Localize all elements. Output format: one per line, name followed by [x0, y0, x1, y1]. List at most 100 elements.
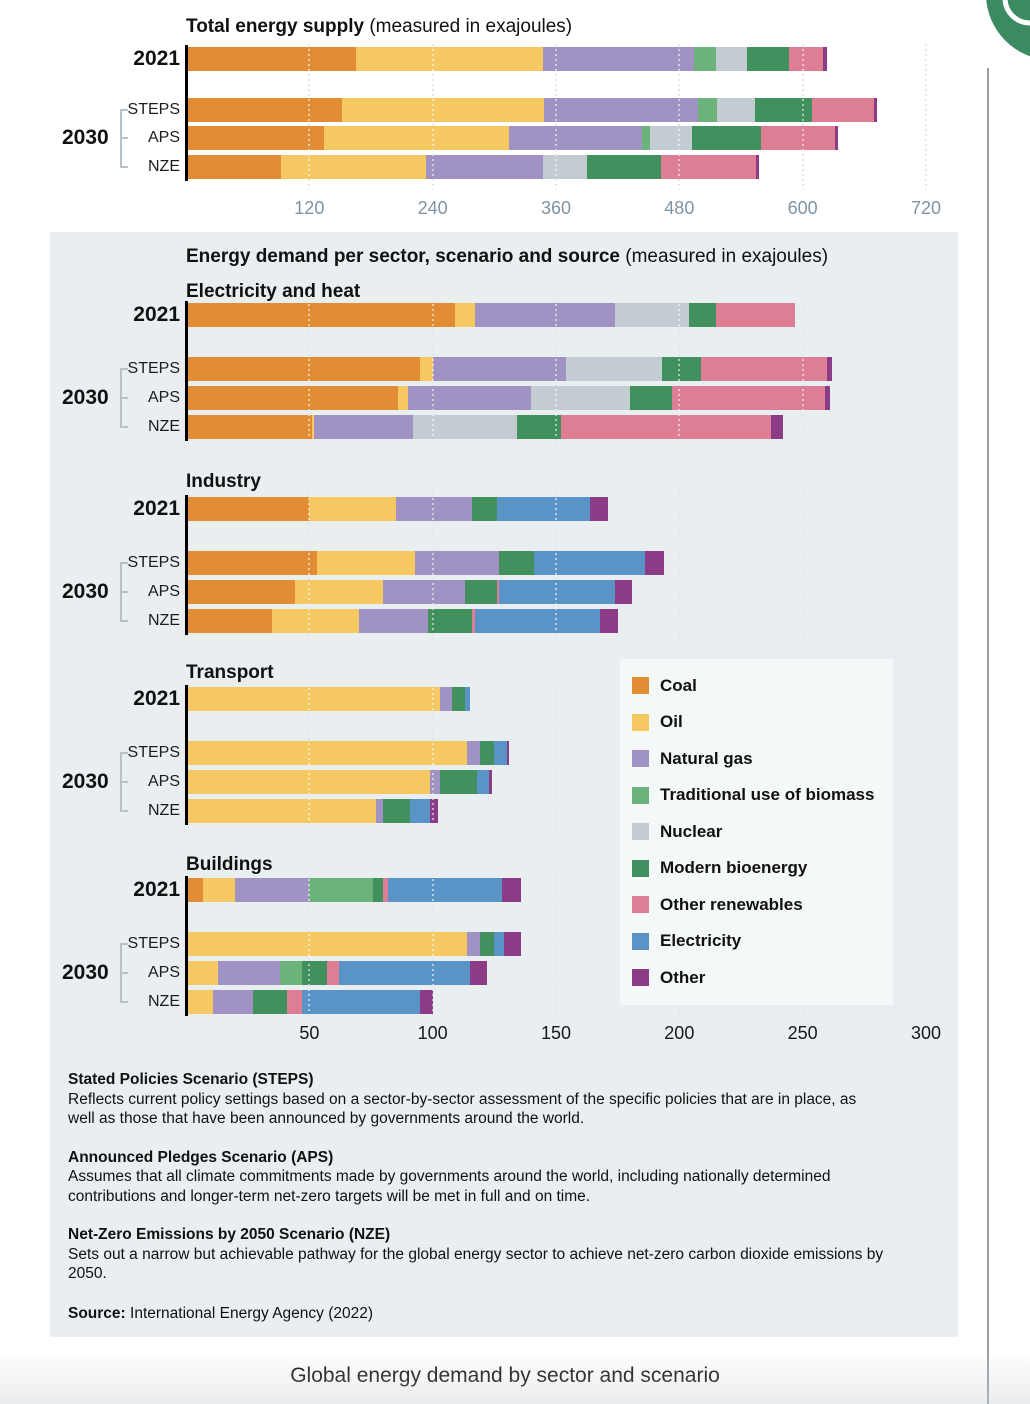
bar-segment-other [827, 357, 833, 381]
tick-label: 100 [417, 1023, 448, 1043]
bar-segment-natural-gas [474, 303, 616, 327]
legend-label-other-renewables: Other renewables [660, 894, 803, 914]
legend-label-electricity: Electricity [660, 931, 742, 950]
bar-segment-other [873, 98, 877, 122]
row-label-steps: STEPS [127, 935, 180, 952]
traditional-biomass-swatch-icon [632, 786, 649, 804]
bar-segment-other [590, 497, 608, 521]
bar-segment-modern-bioenergy [499, 551, 534, 575]
bar-segment-oil [186, 799, 376, 823]
tick-label: 480 [664, 198, 695, 218]
bar-segment-coal [186, 415, 312, 439]
legend-item-oil: Oil [632, 712, 893, 731]
bar-segment-other [824, 386, 830, 410]
bar-segment-coal [186, 551, 317, 575]
bar-row-nze [186, 799, 438, 823]
bottom-fade [0, 1349, 1030, 1404]
bar-segment-other-renewables [716, 303, 796, 327]
bar-segment-electricity [301, 990, 421, 1014]
bar-segment-coal [186, 47, 356, 71]
bar-row-aps [186, 580, 633, 604]
row-label-aps: APS [147, 964, 180, 981]
legend-item-nuclear: Nuclear [632, 822, 893, 841]
gridline-overlay [308, 869, 311, 1023]
oil-swatch-icon [632, 713, 649, 731]
bar-row-2021 [186, 497, 608, 521]
bar-segment-other-renewables [671, 386, 825, 410]
bar-segment-natural-gas [358, 609, 428, 633]
group-bracket-tick [120, 1001, 128, 1003]
bar-segment-nuclear [615, 303, 690, 327]
group-bracket-tick [120, 781, 128, 783]
bar-segment-electricity [496, 497, 591, 521]
legend-item-coal: Coal [632, 676, 893, 695]
bar-segment-other-renewables [760, 126, 835, 150]
bar-segment-oil [186, 961, 219, 985]
bar-segment-nuclear [565, 357, 663, 381]
row-label-nze: NZE [148, 993, 180, 1010]
gridline-overlay [308, 44, 311, 190]
gridline-overlay [308, 678, 311, 832]
total-energy-supply-heading: Total energy supply (measured in exajoul… [186, 15, 572, 38]
buildings-heading: Buildings [186, 854, 273, 875]
bar-segment-coal [186, 98, 343, 122]
tick-label: 250 [787, 1023, 818, 1043]
note-aps: Announced Pledges Scenario (APS) Assumes… [68, 1148, 886, 1207]
bar-segment-coal [186, 386, 399, 410]
bar-segment-natural-gas [407, 386, 532, 410]
chart-row-labels: 2021 STEPS APS NZE 2030 [50, 878, 186, 1014]
bar-segment-modern-bioenergy [479, 741, 495, 765]
bar-segment-nuclear [649, 126, 692, 150]
gridline-overlay [431, 488, 434, 642]
bar-segment-natural-gas [440, 687, 453, 711]
row-label-nze: NZE [148, 418, 180, 435]
group-label-2030: 2030 [62, 770, 109, 793]
bar-segment-other [469, 961, 487, 985]
tick-label: 600 [787, 198, 818, 218]
row-label-steps: STEPS [127, 101, 180, 118]
bar-segment-modern-bioenergy [689, 303, 717, 327]
bar-segment-oil [323, 126, 509, 150]
bar-segment-other-renewables [560, 415, 771, 439]
bar-row-aps [186, 126, 838, 150]
bar-segment-oil [186, 990, 214, 1014]
bar-segment-natural-gas [235, 878, 310, 902]
row-label-aps: APS [147, 773, 180, 790]
gridline-overlay [925, 44, 927, 190]
chart-row-labels: 2021 STEPS APS NZE 2030 [50, 47, 186, 183]
bar-segment-modern-bioenergy [691, 126, 761, 150]
legend-label-natural-gas: Natural gas [660, 748, 753, 768]
bar-segment-natural-gas [542, 47, 694, 71]
bar-segment-oil [420, 357, 433, 381]
group-bracket [120, 109, 122, 168]
note-aps-body: Assumes that all climate commitments mad… [68, 1168, 831, 1205]
group-label-2030: 2030 [62, 961, 109, 984]
gridline-overlay [801, 488, 804, 642]
bar-segment-oil [186, 687, 441, 711]
bar-segment-natural-gas [543, 98, 698, 122]
legend-label-modern-bioenergy: Modern bioenergy [660, 858, 808, 877]
chart-row-labels: 2021 STEPS APS NZE 2030 [50, 497, 186, 633]
bar-segment-electricity [464, 687, 470, 711]
bar-segment-oil [311, 415, 315, 439]
gridline-overlay [555, 488, 557, 642]
y-axis-line [185, 876, 188, 1016]
bar-segment-oil [280, 155, 427, 179]
row-label-steps: STEPS [127, 744, 180, 761]
heading-suffix: (measured in exajoules) [364, 16, 573, 37]
bar-segment-traditional-biomass [309, 878, 374, 902]
sector-axis-ticks: 50 100 150 200 250 300 [186, 1022, 941, 1044]
bar-segment-natural-gas [508, 126, 643, 150]
gridline-overlay [555, 44, 557, 190]
note-nze-title: Net-Zero Emissions by 2050 Scenario (NZE… [68, 1226, 391, 1243]
bar-row-2021 [186, 687, 470, 711]
gridline-overlay [678, 44, 681, 190]
bar-row-nze [186, 990, 433, 1014]
bar-segment-oil [203, 878, 236, 902]
gridline-overlay [925, 678, 927, 832]
gridline-overlay [308, 294, 311, 448]
bar-segment-oil [272, 609, 359, 633]
gridline-overlay [308, 488, 311, 642]
other-swatch-icon [632, 969, 649, 986]
note-steps: Stated Policies Scenario (STEPS) Reflect… [68, 1070, 886, 1129]
